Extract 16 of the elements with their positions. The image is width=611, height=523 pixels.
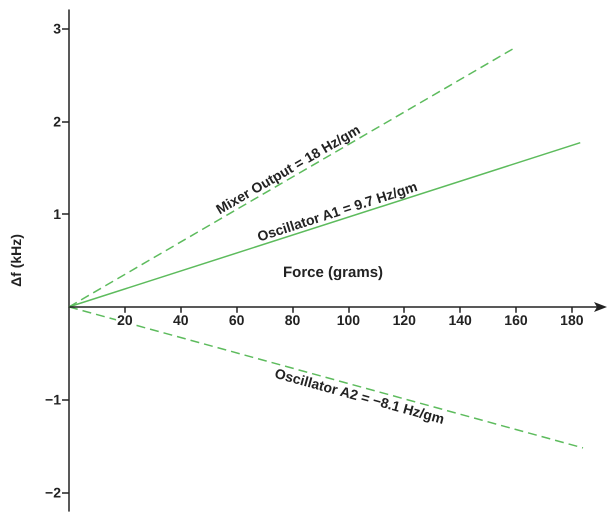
y-tick-label: 2 xyxy=(53,113,62,130)
y-tick-label: 3 xyxy=(53,20,62,37)
x-tick-label: 20 xyxy=(117,312,133,328)
x-tick-label: 120 xyxy=(392,312,416,328)
x-tick-label: 160 xyxy=(504,312,528,328)
x-tick-label: 100 xyxy=(336,312,360,328)
y-tick-label: −2 xyxy=(45,484,62,500)
x-tick-label: 140 xyxy=(448,312,472,328)
y-axis-title: Δf (kHz) xyxy=(8,234,24,287)
x-tick-label: 60 xyxy=(228,312,245,328)
x-tick-label: 80 xyxy=(284,312,300,328)
x-tick-label: 180 xyxy=(560,312,584,328)
y-tick-label: 1 xyxy=(53,206,62,222)
x-axis-title: Force (grams) xyxy=(283,264,384,281)
x-tick-label: 40 xyxy=(172,312,189,328)
y-tick-label: −1 xyxy=(45,392,62,408)
